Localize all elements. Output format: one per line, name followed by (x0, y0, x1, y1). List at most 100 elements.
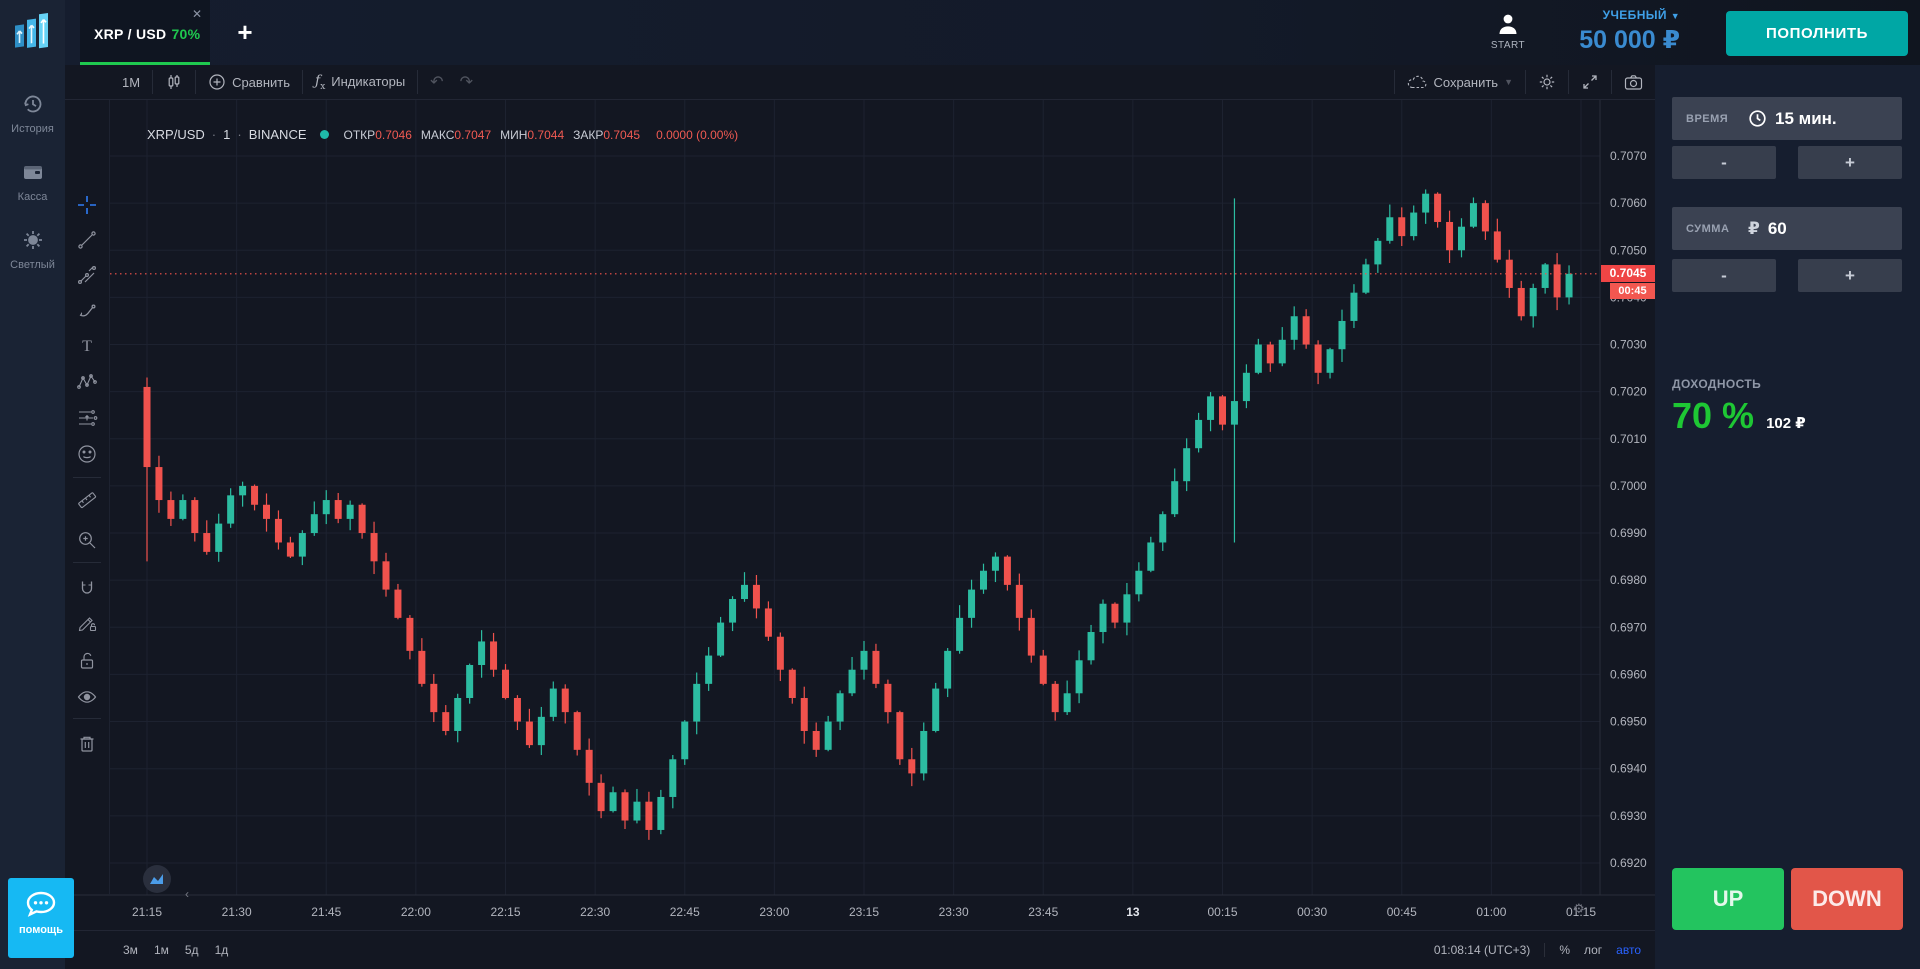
hide-drawings-tool[interactable] (73, 683, 101, 711)
amount-decrease-button[interactable]: - (1672, 259, 1776, 292)
svg-text:0.7030: 0.7030 (1610, 338, 1647, 352)
down-button[interactable]: DOWN (1791, 868, 1903, 930)
redo-button[interactable]: ↷ (459, 74, 473, 91)
payout-percent: 70 % (1672, 395, 1755, 436)
range-button-3м[interactable]: 3м (123, 943, 138, 957)
start-label: START (1490, 40, 1526, 51)
sun-icon (23, 231, 42, 249)
gear-icon (1539, 74, 1555, 90)
svg-text:0.6990: 0.6990 (1610, 526, 1647, 540)
svg-text:13: 13 (1126, 905, 1140, 919)
chart-style-button[interactable] (165, 73, 183, 91)
zoom-in-tool[interactable] (73, 526, 101, 554)
ruler-tool[interactable] (73, 486, 101, 514)
svg-text:23:30: 23:30 (939, 905, 969, 919)
lock-drawings-tool[interactable] (73, 647, 101, 675)
svg-text:0.6940: 0.6940 (1610, 762, 1647, 776)
chart-plot[interactable]: 0.70700.70600.70500.70400.70300.70200.70… (65, 65, 1655, 969)
chart-legend: XRP/USD · 1 · BINANCE ОТКР0.7046 МАКС0.7047… (147, 127, 739, 142)
amount-value: 60 (1767, 218, 1787, 238)
svg-text:0.7050: 0.7050 (1610, 243, 1647, 257)
snapshot-button[interactable] (1624, 74, 1643, 91)
chart-toolbar: 1М Сравнить ƒx Индик (65, 65, 1655, 100)
ruler-icon (78, 492, 97, 509)
tab-close-icon[interactable]: ✕ (191, 7, 202, 21)
deposit-button[interactable]: ПОПОЛНИТЬ (1726, 11, 1908, 56)
xabcd-pattern-icon (77, 374, 97, 389)
up-button[interactable]: UP (1672, 868, 1784, 930)
compare-button[interactable]: Сравнить (208, 73, 290, 91)
crosshair-tool[interactable] (73, 191, 101, 219)
svg-text:0.7070: 0.7070 (1610, 149, 1647, 163)
axis-collapse-handle[interactable]: ‹ (185, 887, 189, 901)
remove-drawings-tool[interactable] (73, 730, 101, 758)
multi-line-icon (77, 265, 97, 285)
time-field[interactable]: ВРЕМЯ 15 мин. (1672, 97, 1902, 140)
svg-text:00:45: 00:45 (1387, 905, 1417, 919)
trash-icon (80, 736, 94, 752)
chevron-down-icon: ▼ (1670, 11, 1680, 21)
brush-tool[interactable] (73, 297, 101, 325)
undo-button[interactable]: ↶ (430, 74, 444, 91)
svg-text:00:30: 00:30 (1297, 905, 1327, 919)
clock-icon (1749, 110, 1766, 127)
svg-text:22:15: 22:15 (490, 905, 520, 919)
log-scale-button[interactable]: лог (1583, 943, 1603, 957)
percent-scale-button[interactable]: % (1559, 943, 1570, 957)
emoji-tool[interactable] (73, 440, 101, 468)
forecast-tool[interactable] (73, 404, 101, 432)
pencil-lock-icon (78, 617, 97, 632)
chart-area: 0.70700.70600.70500.70400.70300.70200.70… (65, 65, 1655, 969)
save-layout-button[interactable]: Сохранить ▼ (1407, 74, 1513, 90)
magnet-icon (81, 581, 93, 594)
drawing-mode-tool[interactable] (73, 609, 101, 637)
amount-field-label: СУММА (1686, 222, 1730, 235)
forecast-icon (79, 410, 98, 426)
smiley-icon (78, 445, 96, 463)
range-button-1д[interactable]: 1д (214, 943, 229, 957)
magnet-tool[interactable] (73, 575, 101, 603)
text-icon: T (82, 338, 92, 355)
camera-icon (1624, 74, 1643, 90)
indicators-button[interactable]: ƒx Индикаторы (315, 72, 406, 92)
trend-line-tool[interactable] (73, 226, 101, 254)
amount-increase-button[interactable]: + (1798, 259, 1902, 292)
range-button-5д[interactable]: 5д (184, 943, 199, 957)
time-axis-settings-icon[interactable]: ⚙ (1573, 901, 1585, 916)
chat-bubble-icon (26, 891, 56, 917)
svg-text:21:30: 21:30 (222, 905, 252, 919)
account-type-label: УЧЕБНЫЙ (1602, 8, 1667, 22)
magnifier-plus-icon (79, 532, 96, 549)
sidebar-item-cashier[interactable]: Касса (0, 160, 65, 205)
drawing-toolbar: T (65, 100, 110, 895)
svg-text:0.6960: 0.6960 (1610, 667, 1647, 681)
time-decrease-button[interactable]: - (1672, 146, 1776, 179)
account-switcher[interactable]: УЧЕБНЫЙ ▼ 50 000 ₽ (1550, 8, 1680, 55)
svg-text:0.6970: 0.6970 (1610, 620, 1647, 634)
sidebar-item-theme-light[interactable]: Светлый (0, 228, 65, 273)
sidebar-item-history[interactable]: История (0, 92, 65, 137)
chart-type-bubble[interactable] (143, 865, 171, 893)
svg-text:01:15: 01:15 (1566, 905, 1596, 919)
legend-interval: 1 (223, 127, 231, 142)
svg-text:22:45: 22:45 (670, 905, 700, 919)
add-tab-button[interactable]: + (237, 17, 253, 47)
text-tool[interactable]: T (73, 332, 101, 360)
clock-display[interactable]: 01:08:14 (UTC+3) (1433, 943, 1531, 957)
asset-tab-xrp-usd[interactable]: XRP / USD 70% ✕ (80, 0, 210, 65)
asset-tab-title: XRP / USD 70% (94, 26, 201, 42)
chart-settings-button[interactable] (1538, 73, 1556, 91)
auto-scale-button[interactable]: авто (1616, 943, 1641, 957)
pattern-tool[interactable] (73, 368, 101, 396)
help-button[interactable]: помощь (8, 878, 74, 958)
user-icon (1499, 14, 1517, 34)
fullscreen-button[interactable] (1581, 73, 1599, 91)
account-balance: 50 000 ₽ (1579, 26, 1680, 54)
amount-field[interactable]: СУММА ₽ 60 (1672, 207, 1902, 250)
gann-tools[interactable] (73, 261, 101, 289)
interval-button[interactable]: 1М (122, 74, 141, 90)
start-button[interactable]: START (1486, 12, 1530, 51)
time-increase-button[interactable]: + (1798, 146, 1902, 179)
svg-text:22:00: 22:00 (401, 905, 431, 919)
range-button-1м[interactable]: 1м (153, 943, 169, 957)
